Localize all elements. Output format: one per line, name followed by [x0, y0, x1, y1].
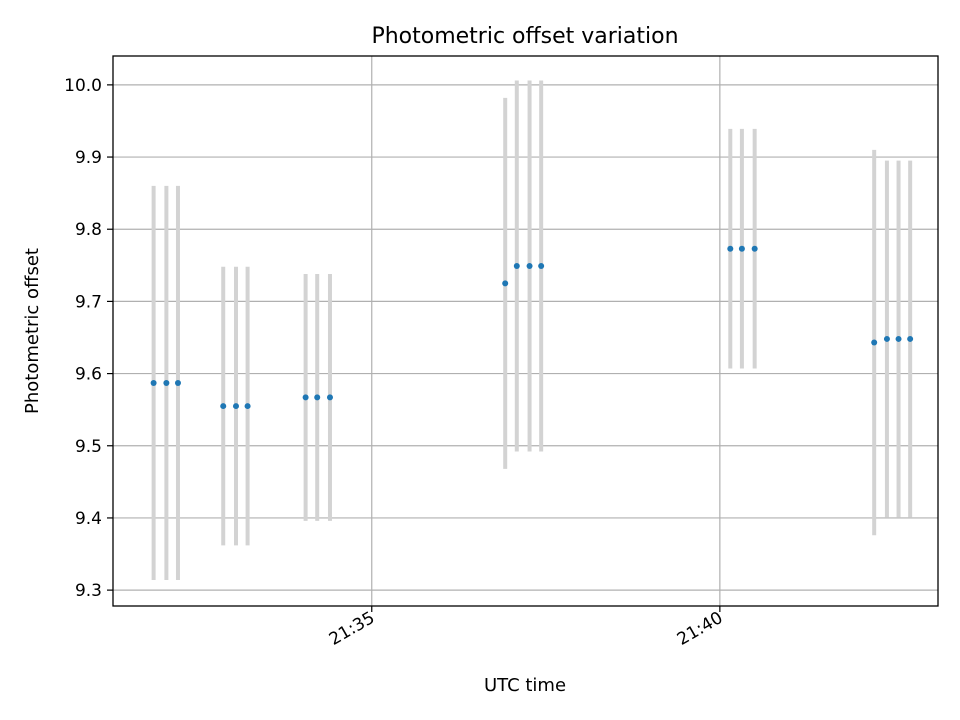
x-axis-label: UTC time: [484, 675, 566, 696]
data-point: [502, 280, 509, 287]
data-point: [727, 245, 734, 252]
y-axis-label: Photometric offset: [22, 248, 43, 414]
chart-title: Photometric offset variation: [371, 24, 678, 49]
y-tick-label: 9.4: [75, 509, 102, 529]
y-tick-label: 9.9: [75, 148, 102, 168]
data-points: [150, 245, 914, 410]
data-point: [883, 335, 890, 342]
data-point: [871, 339, 878, 346]
data-point: [738, 245, 745, 252]
data-point: [163, 379, 170, 386]
y-tick-label: 9.6: [75, 365, 102, 385]
data-point: [150, 379, 157, 386]
plot-frame: [112, 55, 939, 607]
data-point: [174, 379, 181, 386]
data-point: [538, 263, 545, 270]
data-point: [314, 394, 321, 401]
data-point: [907, 335, 914, 342]
grid-lines: [113, 56, 938, 606]
data-point: [513, 263, 520, 270]
data-point: [232, 403, 239, 410]
data-point: [326, 394, 333, 401]
y-tick-label: 9.8: [75, 220, 102, 240]
data-point: [895, 335, 902, 342]
data-point: [302, 394, 309, 401]
data-point: [526, 263, 533, 270]
y-tick-label: 9.7: [75, 292, 102, 312]
y-tick-label: 9.3: [75, 581, 102, 601]
y-tick-label: 9.5: [75, 437, 102, 457]
data-point: [751, 245, 758, 252]
y-tick-label: 10.0: [64, 76, 102, 96]
data-point: [244, 403, 251, 410]
data-point: [220, 403, 227, 410]
